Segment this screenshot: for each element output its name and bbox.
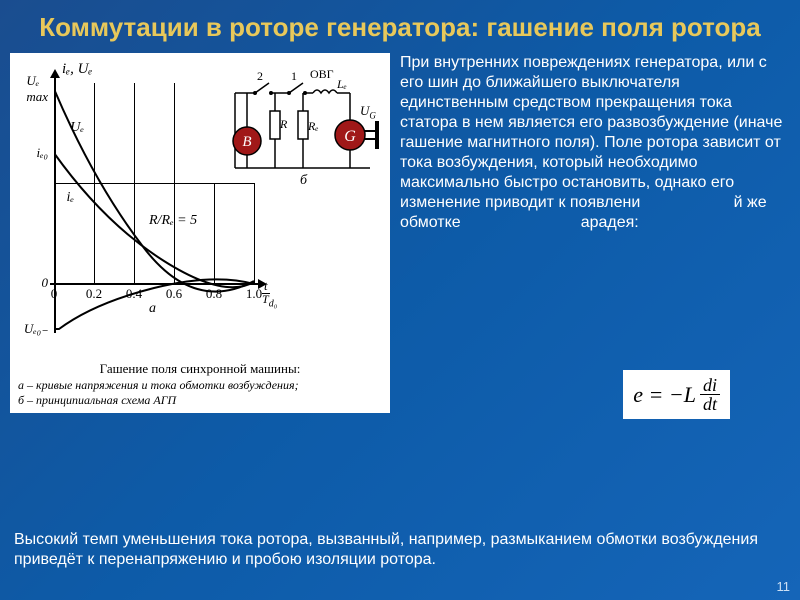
figure-caption: Гашение поля синхронной машины: а – крив… xyxy=(18,361,382,407)
rf-label: Rₑ xyxy=(308,119,318,134)
y-axis-label: iₑ, Uₑ xyxy=(62,61,92,78)
paragraph-block: При внутренних повреждениях генератора, … xyxy=(400,53,790,413)
ytick-ufneg: Uₑ₀₋ xyxy=(24,321,48,337)
ytick-if0: iₑ₀ xyxy=(36,145,48,161)
panel-a-label: а xyxy=(149,301,156,317)
formula-lhs: e = −L xyxy=(633,381,696,409)
y-arrow-icon xyxy=(50,69,60,78)
r-label: R xyxy=(280,117,287,132)
decay-chart: iₑ, Uₑ 0 0.2 0.4 0.6 0.8 1.0 Uₑ max Uₑ xyxy=(54,83,254,333)
ytick-ufmax: Uₑ max xyxy=(26,73,48,105)
caption-line-b: б – принципиальная схема АГП xyxy=(18,393,382,407)
circuit-diagram: B G 2 1 ОВГ Lₑ R Rₑ UG xyxy=(225,73,380,203)
bottom-note: Высокий темп уменьшения тока ротора, выз… xyxy=(14,530,786,570)
lf-label: Lₑ xyxy=(337,77,347,92)
main-paragraph: При внутренних повреждениях генератора, … xyxy=(400,53,790,233)
formula-fraction: di dt xyxy=(700,376,720,413)
slide-title: Коммутации в роторе генератора: гашение … xyxy=(0,0,800,53)
caption-line-a: а – кривые напряжения и тока обмотки воз… xyxy=(18,378,382,392)
formula-den: dt xyxy=(700,395,720,413)
switch-1-label: 1 xyxy=(291,69,297,84)
formula-num: di xyxy=(700,376,720,395)
ovg-label: ОВГ xyxy=(310,67,334,82)
figure-container: iₑ, Uₑ 0 0.2 0.4 0.6 0.8 1.0 Uₑ max Uₑ xyxy=(10,53,390,413)
ytick-zero: 0 xyxy=(42,275,49,291)
x-axis-label: t Td₀ xyxy=(262,279,277,309)
figure-block: iₑ, Uₑ 0 0.2 0.4 0.6 0.8 1.0 Uₑ max Uₑ xyxy=(10,53,390,413)
ratio-label: R/Rₑ = 5 xyxy=(149,213,197,229)
page-number: 11 xyxy=(777,579,791,594)
switch-2-label: 2 xyxy=(257,69,263,84)
panel-b-label: б xyxy=(300,173,307,189)
content-row: iₑ, Uₑ 0 0.2 0.4 0.6 0.8 1.0 Uₑ max Uₑ xyxy=(0,53,800,413)
ug-label: UG xyxy=(360,103,376,121)
svg-text:G: G xyxy=(344,128,356,145)
svg-text:B: B xyxy=(242,134,251,150)
faraday-formula: e = −L di dt xyxy=(623,370,730,419)
caption-title: Гашение поля синхронной машины: xyxy=(18,361,382,377)
